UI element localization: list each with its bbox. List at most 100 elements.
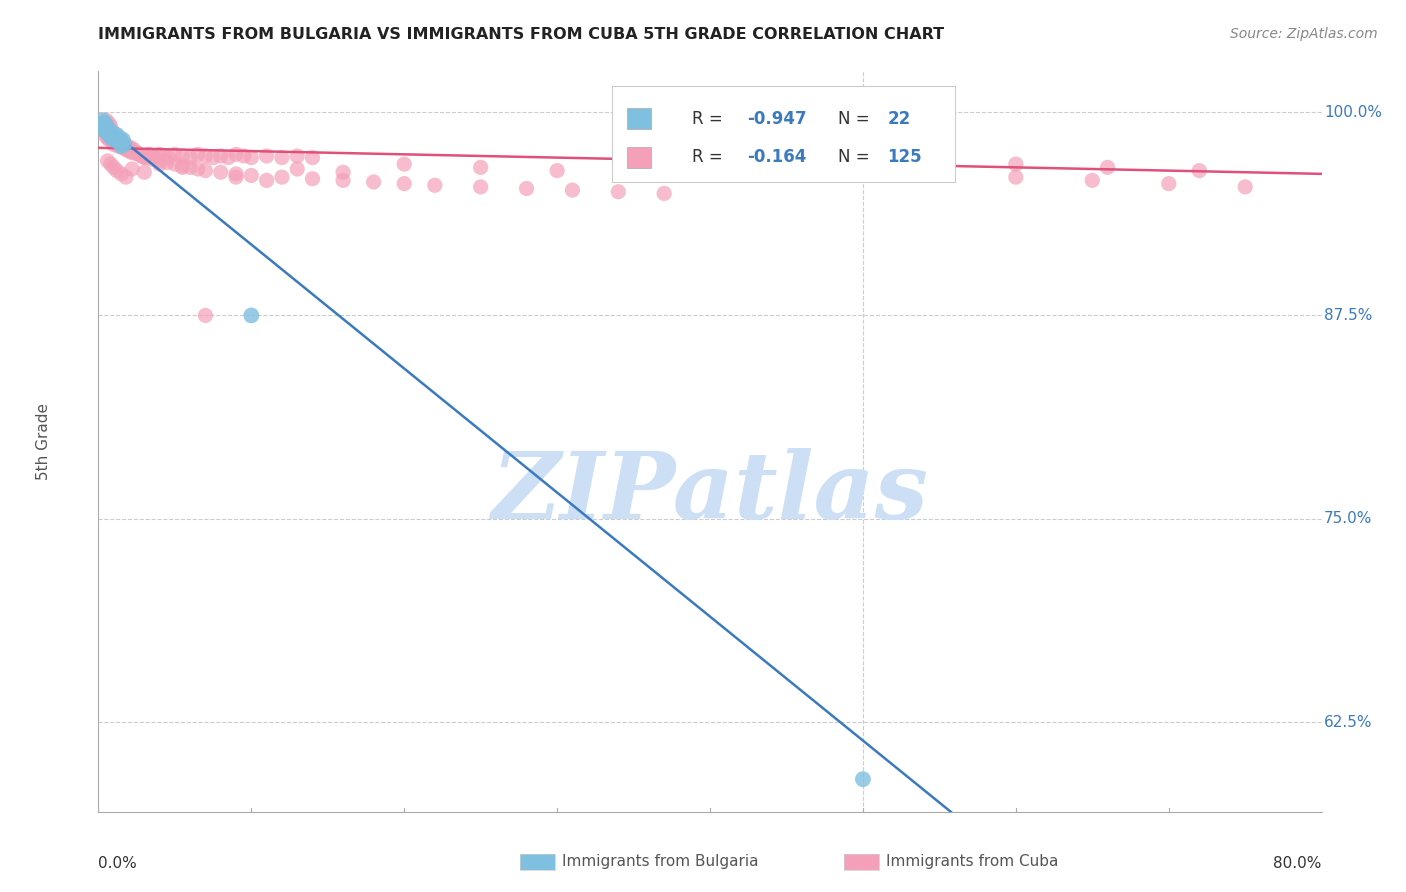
Point [149,147,172,161]
Point [101,131,124,145]
Point [652,186,675,201]
Point [103,126,125,140]
Text: 125: 125 [887,148,922,166]
Point [194,149,217,163]
Point [107,134,129,148]
Point [94,124,117,138]
Point [110,167,132,181]
Point [97,126,120,140]
Point [111,136,134,150]
Point [107,131,129,145]
Point [156,155,179,169]
Point [225,167,247,181]
Point [194,309,217,323]
Point [120,141,142,155]
Point [285,149,308,163]
Point [157,151,180,165]
Point [225,147,247,161]
Text: 62.5%: 62.5% [1324,714,1372,730]
Point [97,126,120,140]
Point [623,167,645,181]
Point [240,309,263,323]
Point [202,151,225,165]
Point [93,121,115,136]
Point [98,128,121,142]
Point [117,141,139,155]
Point [103,137,125,152]
Point [149,153,172,168]
Point [100,157,122,171]
Point [332,173,354,187]
Text: Source: ZipAtlas.com: Source: ZipAtlas.com [1230,27,1378,41]
Point [115,139,138,153]
FancyBboxPatch shape [612,87,955,183]
Point [1188,163,1211,178]
Point [143,151,166,165]
Point [132,149,155,163]
Point [546,163,568,178]
Point [225,170,247,185]
Point [100,124,122,138]
Point [1097,161,1119,175]
Point [107,139,129,153]
Point [129,149,152,163]
Point [103,133,125,147]
Text: 22: 22 [887,110,911,128]
Point [256,149,278,163]
Point [912,165,935,179]
Point [111,133,134,147]
Point [91,113,114,128]
Point [125,145,148,160]
Point [117,139,139,153]
Point [1081,173,1104,187]
Point [115,143,138,157]
Point [172,159,194,173]
Point [108,131,131,145]
Point [301,171,323,186]
Point [775,161,797,175]
Point [179,161,201,175]
Point [94,118,117,132]
Point [392,157,416,171]
Point [97,153,120,168]
Point [270,170,292,185]
Point [97,121,120,136]
Point [470,180,492,194]
Point [209,149,232,163]
Point [112,137,135,152]
Point [928,167,950,181]
Point [118,144,141,158]
Point [121,145,143,160]
Text: R =: R = [692,148,723,166]
Point [101,124,124,138]
Point [112,137,135,152]
Point [821,161,844,176]
Point [100,124,122,138]
Point [209,165,232,179]
Point [110,139,132,153]
Point [392,177,416,191]
Point [91,121,114,136]
Point [187,161,209,176]
Point [172,161,194,175]
Point [105,129,128,144]
Point [163,157,186,171]
Point [138,147,160,161]
Text: ZIPatlas: ZIPatlas [492,449,928,539]
Point [699,157,721,171]
Point [852,163,875,178]
Point [122,143,145,157]
Point [141,149,163,163]
Point [516,181,538,195]
Point [104,131,127,145]
Text: -0.164: -0.164 [747,148,806,166]
Point [607,185,630,199]
Point [179,151,201,165]
Point [141,153,163,167]
Point [101,128,124,142]
Point [187,147,209,161]
Point [121,161,143,176]
Point [112,137,135,152]
Point [105,128,128,142]
Point [1234,180,1257,194]
